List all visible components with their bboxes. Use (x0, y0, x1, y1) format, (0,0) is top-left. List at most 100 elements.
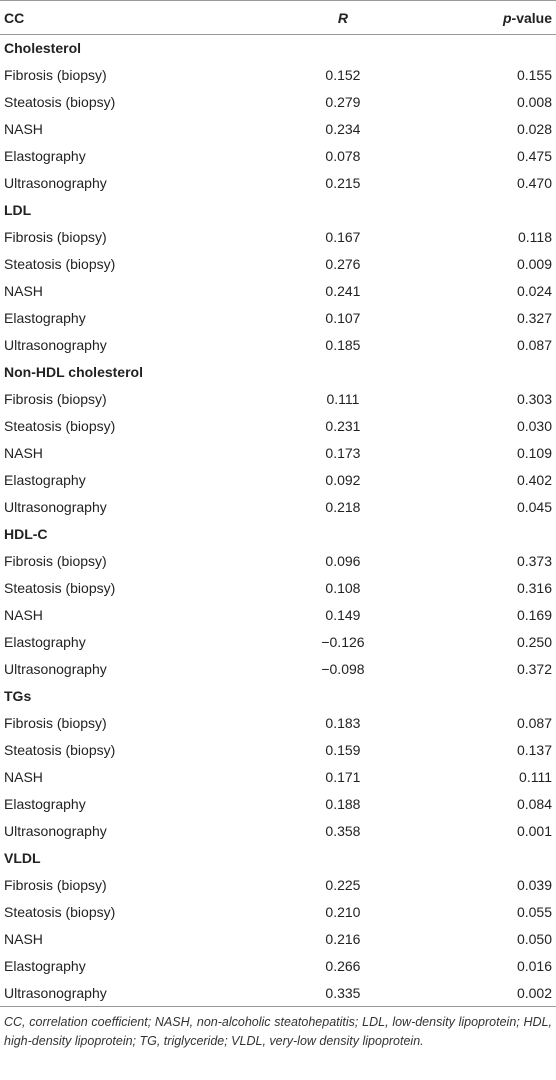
cell: 0.167 (325, 229, 361, 245)
cell: 0.250 (516, 634, 552, 650)
row-label: Steatosis (biopsy) (4, 904, 116, 920)
cell: 0.210 (325, 904, 361, 920)
cell: 0.373 (516, 553, 552, 569)
header-cell: R (337, 9, 349, 26)
cell: 0.185 (325, 337, 361, 353)
group-row: Non-HDL cholesterol (0, 359, 556, 386)
row-label: NASH (4, 607, 43, 623)
cell: 0.096 (325, 553, 361, 569)
cell: 0.402 (516, 472, 552, 488)
data-row: Ultrasonography 0.218 0.045 (0, 494, 556, 521)
header-cell: CC (4, 9, 25, 26)
cell: 0.231 (325, 418, 361, 434)
group-title: Non-HDL cholesterol (4, 364, 143, 380)
cell: 0.372 (516, 661, 552, 677)
cell: 0.008 (516, 94, 552, 110)
data-row: NASH 0.173 0.109 (0, 440, 556, 467)
table-body: Cholesterol Fibrosis (biopsy) 0.152 0.155 St… (0, 35, 556, 1007)
cell: 0.111 (326, 391, 360, 407)
row-label: NASH (4, 121, 43, 137)
cell: 0.266 (325, 958, 361, 974)
cell: 0.107 (325, 310, 361, 326)
row-label: NASH (4, 931, 43, 947)
data-row: Ultrasonography 0.185 0.087 (0, 332, 556, 359)
row-label: Fibrosis (biopsy) (4, 229, 107, 245)
row-label: Steatosis (biopsy) (4, 418, 116, 434)
header-cell: p-value (502, 9, 552, 26)
cell: 0.016 (516, 958, 552, 974)
cell: 0.215 (325, 175, 361, 191)
data-row: Steatosis (biopsy) 0.279 0.008 (0, 89, 556, 116)
row-label: Ultrasonography (4, 499, 107, 515)
data-row: Elastography 0.078 0.475 (0, 143, 556, 170)
cell: 0.137 (516, 742, 552, 758)
cell: 0.028 (516, 121, 552, 137)
data-row: NASH 0.216 0.050 (0, 926, 556, 953)
cell: 0.087 (516, 337, 552, 353)
group-row: TGs (0, 683, 556, 710)
cell: 0.039 (516, 877, 552, 893)
row-label: Fibrosis (biopsy) (4, 877, 107, 893)
cell: 0.303 (516, 391, 552, 407)
cell: 0.078 (325, 148, 361, 164)
cell: 0.216 (325, 931, 361, 947)
data-row: Steatosis (biopsy) 0.231 0.030 (0, 413, 556, 440)
data-row: Fibrosis (biopsy) 0.167 0.118 (0, 224, 556, 251)
cell: 0.087 (516, 715, 552, 731)
cell: 0.149 (325, 607, 361, 623)
row-label: Ultrasonography (4, 337, 107, 353)
cell: 0.173 (325, 445, 361, 461)
data-row: NASH 0.234 0.028 (0, 116, 556, 143)
cell: 0.316 (516, 580, 552, 596)
cell: 0.084 (516, 796, 552, 812)
data-row: Ultrasonography 0.215 0.470 (0, 170, 556, 197)
data-row: Fibrosis (biopsy) 0.183 0.087 (0, 710, 556, 737)
data-row: Ultrasonography 0.358 0.001 (0, 818, 556, 845)
data-row: Elastography 0.092 0.402 (0, 467, 556, 494)
cell: 0.001 (516, 823, 552, 839)
data-row: Fibrosis (biopsy) 0.111 0.303 (0, 386, 556, 413)
cell: 0.241 (325, 283, 361, 299)
data-row: Fibrosis (biopsy) 0.096 0.373 (0, 548, 556, 575)
data-row: Steatosis (biopsy) 0.276 0.009 (0, 251, 556, 278)
row-label: Steatosis (biopsy) (4, 256, 116, 272)
group-title: TGs (4, 688, 32, 704)
data-row: Elastography 0.188 0.084 (0, 791, 556, 818)
cell: 0.279 (325, 94, 361, 110)
row-label: Elastography (4, 796, 86, 812)
cell: 0.335 (325, 984, 361, 1001)
row-label: Elastography (4, 958, 86, 974)
data-row: NASH 0.149 0.169 (0, 602, 556, 629)
cell: 0.030 (516, 418, 552, 434)
cell: 0.225 (325, 877, 361, 893)
row-label: Elastography (4, 310, 86, 326)
group-row: HDL-C (0, 521, 556, 548)
cell: 0.159 (325, 742, 361, 758)
cell: 0.276 (325, 256, 361, 272)
cell: 0.327 (516, 310, 552, 326)
row-label: Elastography (4, 472, 86, 488)
data-row: NASH 0.171 0.111 (0, 764, 556, 791)
row-label: Steatosis (biopsy) (4, 580, 116, 596)
data-row: Steatosis (biopsy) 0.108 0.316 (0, 575, 556, 602)
cell: 0.183 (325, 715, 361, 731)
data-row: Steatosis (biopsy) 0.210 0.055 (0, 899, 556, 926)
cell: 0.171 (325, 769, 361, 785)
footnote: CC, correlation coefficient; NASH, non-a… (4, 1015, 552, 1048)
data-row: Elastography 0.266 0.016 (0, 953, 556, 980)
cell: 0.188 (325, 796, 361, 812)
data-row: Fibrosis (biopsy) 0.225 0.039 (0, 872, 556, 899)
row-label: Ultrasonography (4, 175, 107, 191)
group-row: LDL (0, 197, 556, 224)
cell: 0.009 (516, 256, 552, 272)
cell: 0.152 (325, 67, 361, 83)
row-label: Steatosis (biopsy) (4, 742, 116, 758)
cell: 0.358 (325, 823, 361, 839)
row-label: NASH (4, 445, 43, 461)
row-label: Fibrosis (biopsy) (4, 553, 107, 569)
row-label: NASH (4, 769, 43, 785)
data-row: Ultrasonography −0.098 0.372 (0, 656, 556, 683)
cell: 0.108 (325, 580, 361, 596)
